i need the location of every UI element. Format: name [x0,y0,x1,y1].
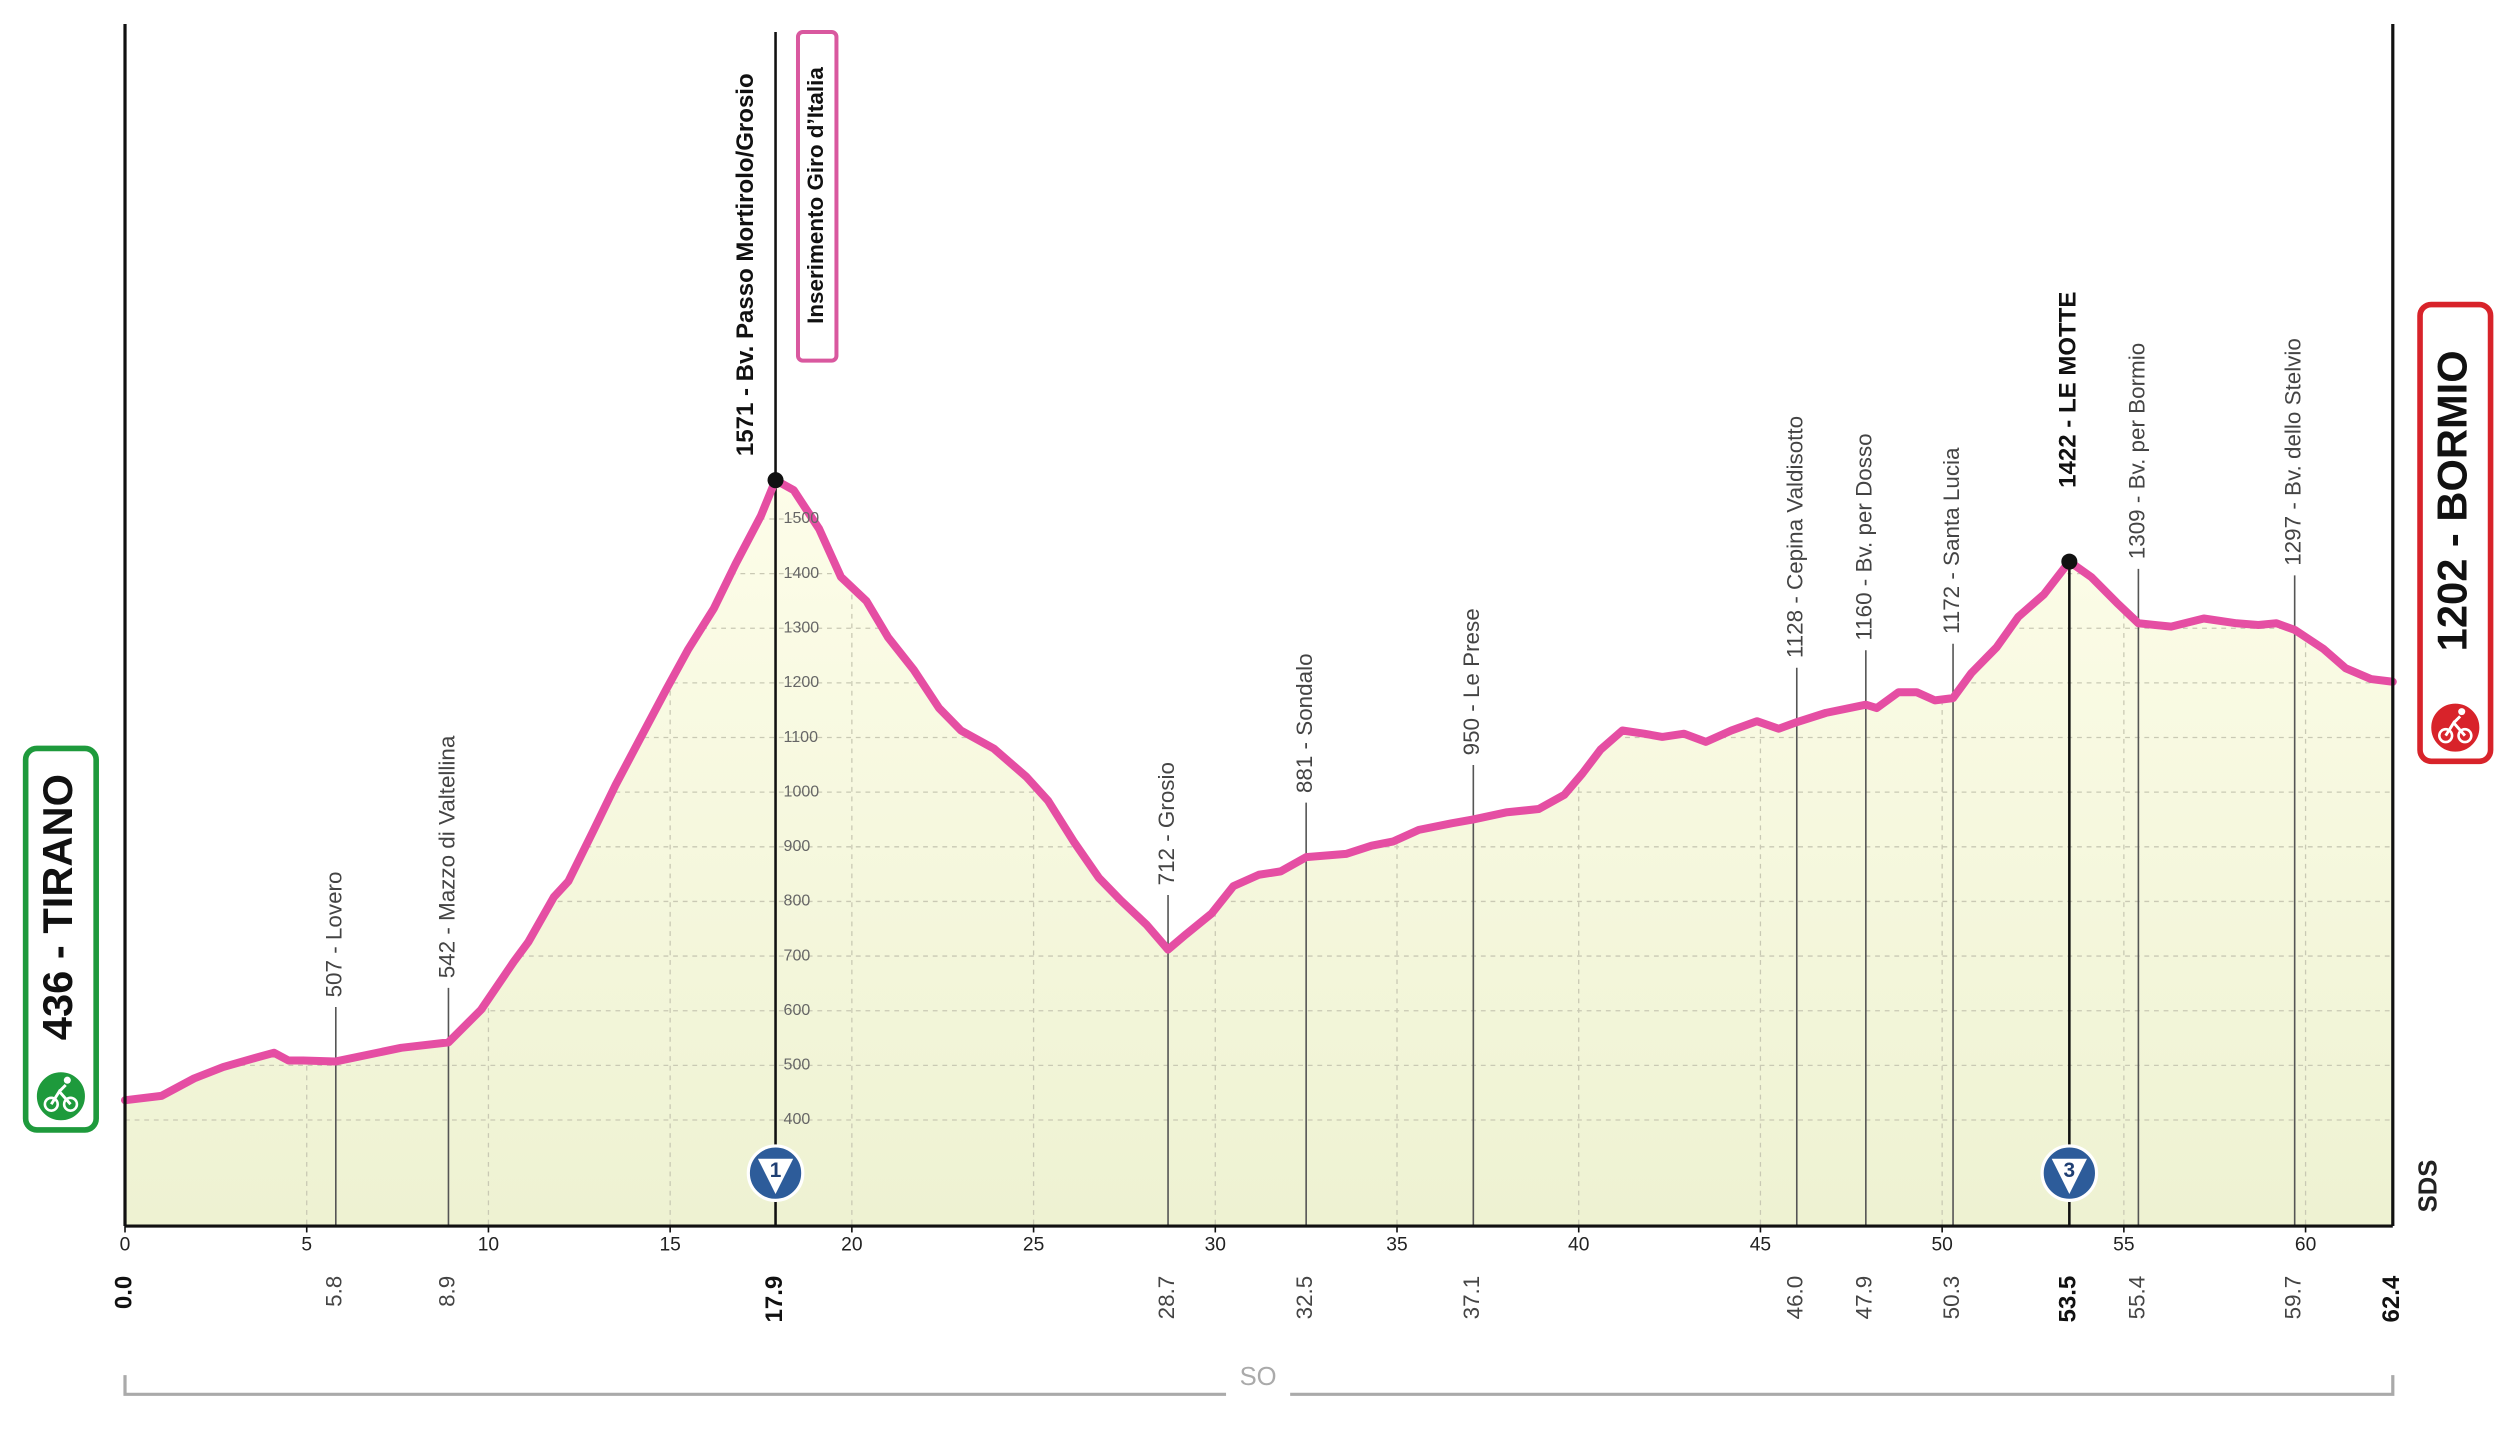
waypoint-label: 712 - Grosio [1154,762,1179,885]
y-tick-label: 600 [784,1001,811,1019]
summit-dot [2061,553,2078,570]
bike-rider [2444,715,2467,737]
climb-number: 3 [2064,1159,2076,1182]
waypoint-label: 1309 - Bv. per Bormio [2124,343,2149,559]
waypoint-label: 507 - Lovero [322,872,347,998]
bike-wheel [2437,727,2454,744]
km-label: 28.7 [1154,1276,1179,1320]
y-tick-label: 1500 [784,509,820,527]
bike-head [63,1076,71,1084]
x-tick-label: 50 [1931,1234,1952,1255]
km-label: 59.7 [2281,1276,2306,1320]
y-tick-label: 500 [784,1056,811,1074]
summit-label: 1422 - LE MOTTE [2055,292,2082,488]
brand-label: SDS [2414,1160,2442,1213]
climb-triangle [2051,1158,2087,1194]
km-label: 53.5 [2055,1276,2082,1323]
y-tick-label: 1100 [784,728,819,746]
x-tick-label: 10 [478,1234,499,1255]
y-tick-label: 400 [784,1110,811,1128]
km-label: 62.4 [2378,1275,2405,1322]
bike-icon [33,1068,89,1124]
waypoint-label: 1128 - Cepina Valdisotto [1783,416,1808,658]
km-label: 5.8 [322,1276,347,1307]
km-label: 37.1 [1459,1276,1484,1320]
start-box [22,745,99,1133]
bike-wheel [2457,727,2473,744]
waypoint-label: 1172 - Santa Lucia [1939,447,1964,634]
note-box [795,30,839,363]
x-tick-label: 55 [2113,1234,2134,1255]
x-tick-label: 60 [2295,1234,2316,1255]
km-label: 32.5 [1292,1276,1317,1320]
summit-dot [767,472,784,489]
waypoint-label: 950 - Le Prese [1459,608,1484,755]
region-bg [1226,1362,1291,1398]
x-tick-label: 30 [1205,1234,1226,1255]
km-label: 47.9 [1852,1276,1877,1320]
bike-wheel [62,1096,79,1112]
y-tick-label: 800 [784,892,811,910]
start-label: 436 - TIRANO [34,774,81,1040]
bike-head [2458,708,2466,716]
km-label: 50.3 [1939,1276,1964,1320]
bike-rider [50,1083,72,1106]
summit-label: 1571 - Bv. Passo Mortirolo/Grosio [732,73,759,456]
y-tick-label: 1400 [784,564,820,582]
x-tick-label: 45 [1750,1234,1771,1255]
x-tick-label: 25 [1023,1234,1044,1255]
y-tick-label: 1000 [784,782,820,800]
x-tick-label: 5 [301,1234,312,1255]
y-tick-label: 700 [784,946,811,964]
bike-wheel [43,1096,59,1112]
km-label: 0.0 [110,1276,137,1309]
profile-line [121,476,2397,1105]
km-label: 46.0 [1783,1276,1808,1320]
y-tick-label: 900 [784,837,811,855]
finish-box [2417,301,2494,765]
bike-icon [2428,700,2483,755]
km-label: 17.9 [761,1276,788,1323]
x-tick-label: 15 [659,1234,680,1255]
finish-label: 1202 - BORMIO [2428,350,2475,651]
x-tick-label: 35 [1386,1234,1407,1255]
note-label: Inserimento Giro d’Italia [803,67,828,324]
y-tick-label: 1200 [784,673,820,691]
km-label: 55.4 [2124,1276,2149,1320]
climb-number: 1 [770,1159,782,1182]
x-tick-label: 20 [841,1234,862,1255]
region-label: SO [1240,1363,1277,1391]
climb-triangle [757,1158,794,1194]
profile-area [125,480,2393,1227]
waypoint-label: 1160 - Bv. per Dosso [1852,433,1877,640]
waypoint-label: 881 - Sondalo [1292,653,1317,793]
x-tick-label: 0 [120,1234,131,1255]
x-tick-label: 40 [1568,1234,1589,1255]
waypoint-label: 542 - Mazzo di Valtellina [434,735,459,978]
waypoint-label: 1297 - Bv. dello Stelvio [2281,338,2306,566]
y-tick-label: 1300 [784,618,820,636]
km-label: 8.9 [434,1276,459,1307]
